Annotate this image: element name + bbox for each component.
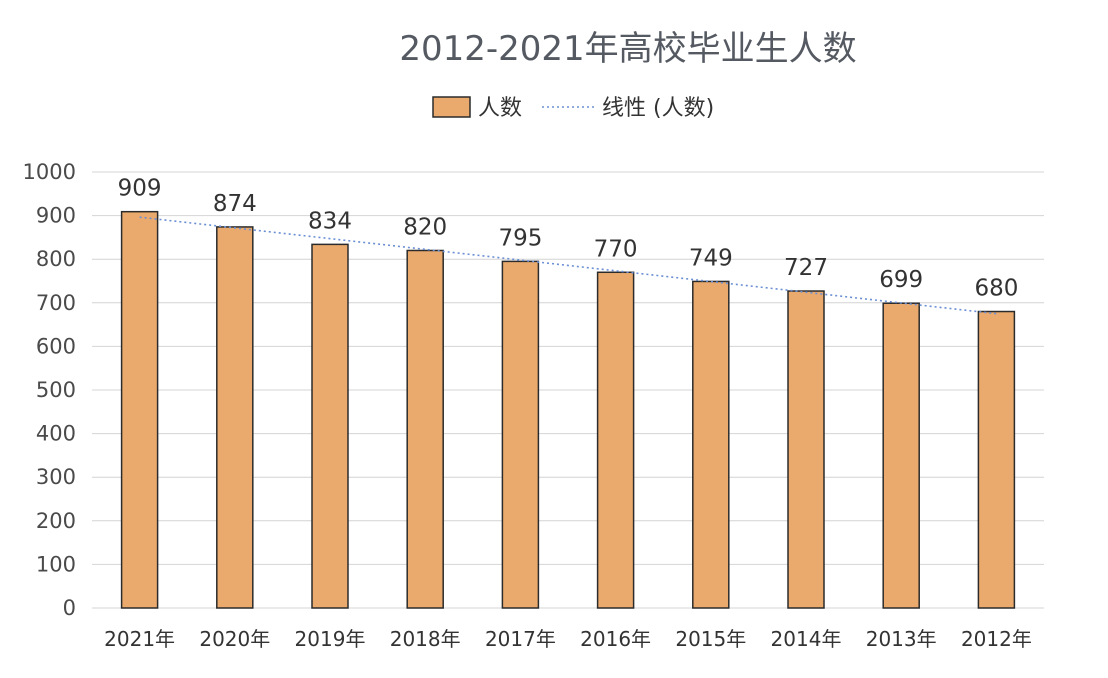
x-category-label: 2013年 [866,627,937,651]
y-tick-label: 900 [36,204,76,228]
data-label: 749 [689,245,733,271]
bar [596,271,635,609]
bar [406,249,444,609]
x-category-label: 2021年 [104,627,175,651]
x-category-label: 2020年 [199,627,270,651]
y-tick-label: 0 [63,596,76,620]
data-labels: 909 874 834 820 795 770 749 727 699 680 [118,176,1019,302]
y-tick-label: 600 [36,334,76,358]
y-tick-label: 1000 [23,160,76,184]
data-label: 680 [974,276,1018,302]
bar [311,243,349,609]
bar [977,310,1016,609]
bar [692,280,730,609]
y-tick-label: 400 [36,422,76,446]
data-label: 909 [118,176,162,202]
data-label: 795 [498,225,542,251]
y-tick-label: 100 [36,552,76,576]
x-category-label: 2018年 [390,627,461,651]
trendline-layer [139,216,997,315]
x-category-label: 2015年 [675,627,746,651]
data-label: 699 [879,267,923,293]
x-category-label: 2012年 [961,627,1032,651]
x-category-label: 2019年 [295,627,366,651]
y-tick-label: 500 [36,378,76,402]
y-axis-ticks: 0 100 200 300 400 500 600 700 800 900 1000 [23,160,76,620]
data-label: 770 [594,236,638,262]
x-axis-categories: 2021年 2020年 2019年 2018年 2017年 2016年 2015年 2014年… [104,627,1032,651]
x-category-label: 2016年 [580,627,651,651]
x-category-label: 2014年 [771,627,842,651]
bar [501,260,540,609]
legend-label-bars: 人数 [478,96,522,121]
chart-title: 2012-2021年高校毕业生人数 [399,29,856,69]
x-category-label: 2017年 [485,627,556,651]
data-label: 834 [308,208,352,234]
trendline [139,216,997,315]
data-label: 820 [403,214,447,240]
y-tick-label: 800 [36,247,76,271]
data-label: 727 [784,255,828,281]
y-tick-label: 300 [36,465,76,489]
bar [120,210,159,609]
bar [882,302,920,609]
data-label: 874 [213,191,257,217]
bar [787,290,825,609]
legend: 人数 线性 (人数) [432,96,714,121]
bar [216,226,254,609]
y-tick-label: 700 [36,291,76,315]
bars [120,210,1016,609]
legend-swatch-bars [432,96,471,118]
legend-label-trendline: 线性 (人数) [602,96,714,121]
y-tick-label: 200 [36,509,76,533]
